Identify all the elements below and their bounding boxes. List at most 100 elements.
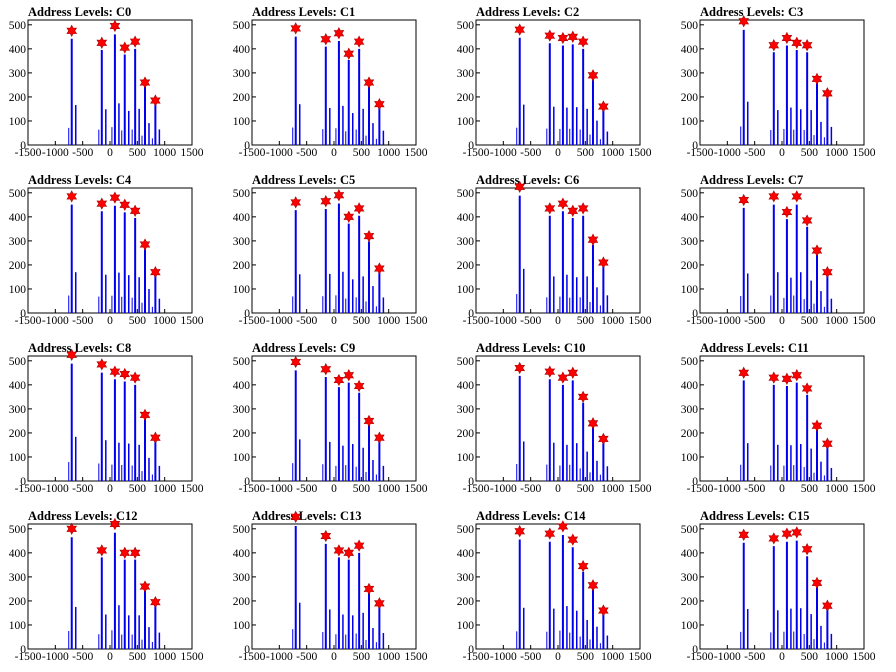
x-tick-label: 500 xyxy=(801,483,819,495)
peak-marker xyxy=(333,27,345,40)
x-tick-label: 1000 xyxy=(601,315,624,327)
chart-title: Address Levels: C9 xyxy=(252,341,356,355)
x-tick-label: 1000 xyxy=(601,483,624,495)
x-tick-label: 1500 xyxy=(853,483,876,495)
plot-frame xyxy=(699,187,865,314)
peak-marker xyxy=(109,365,121,378)
y-tick-label: 300 xyxy=(681,68,699,80)
x-tick-label: -1000 xyxy=(42,315,69,327)
x-tick-label: -1500 xyxy=(239,147,266,159)
x-tick-label: -1000 xyxy=(714,483,741,495)
y-tick-label: 200 xyxy=(681,596,699,608)
x-tick-label: 1000 xyxy=(601,147,624,159)
x-tick-label: 0 xyxy=(779,483,785,495)
x-tick-label: -500 xyxy=(296,483,317,495)
y-tick-label: 500 xyxy=(681,356,699,368)
x-tick-label: 1000 xyxy=(153,651,176,663)
chart-plot: 0 100 200 300 400 500 -1500 -1000 -500 0 500 1000 15… xyxy=(9,517,204,663)
y-tick-label: 500 xyxy=(681,20,699,32)
y-tick-label: 400 xyxy=(233,548,251,560)
x-tick-label: 500 xyxy=(577,315,595,327)
chart-plot: 0 100 200 300 400 500 -1500 -1000 -500 0 500 1000 15… xyxy=(457,19,652,159)
peak-marker xyxy=(791,526,803,539)
chart-plot: 0 100 200 300 400 500 -1500 -1000 -500 0 500 1000 15… xyxy=(457,180,652,327)
chart-plot: 0 100 200 300 400 500 -1500 -1000 -500 0 500 1000 15… xyxy=(681,15,876,159)
peak-marker xyxy=(557,31,569,45)
chart-plot: 0 100 200 300 400 500 -1500 -1000 -500 0 500 1000 15… xyxy=(9,187,204,327)
x-tick-label: -1500 xyxy=(239,315,266,327)
peak-marker xyxy=(320,363,332,376)
y-tick-label: 0 xyxy=(692,476,698,488)
y-tick-label: 300 xyxy=(681,236,699,248)
y-tick-label: 400 xyxy=(233,380,251,392)
y-tick-label: 400 xyxy=(681,44,699,56)
peak-marker xyxy=(150,595,161,609)
y-tick-label: 0 xyxy=(20,644,26,656)
x-tick-label: 1500 xyxy=(405,651,428,663)
chart-panel: Address Levels: C8 0 100 200 300 400 500 -1500-… xyxy=(0,336,224,504)
peak-marker xyxy=(598,100,609,113)
peak-marker xyxy=(544,527,556,540)
y-tick-label: 300 xyxy=(681,404,699,416)
peak-marker xyxy=(363,414,375,428)
peak-marker xyxy=(139,238,151,251)
x-tick-label: 1000 xyxy=(377,483,400,495)
y-tick-label: 300 xyxy=(9,236,27,248)
x-tick-label: -1500 xyxy=(239,651,266,663)
peak-marker xyxy=(598,604,609,617)
x-tick-label: 1000 xyxy=(601,651,624,663)
plot-frame xyxy=(699,19,865,146)
y-tick-label: 0 xyxy=(692,308,698,320)
peak-marker xyxy=(129,546,141,559)
x-tick-label: 1000 xyxy=(825,651,848,663)
peak-marker xyxy=(363,582,375,596)
y-tick-label: 500 xyxy=(9,20,27,32)
plot-frame xyxy=(251,355,417,482)
y-tick-label: 200 xyxy=(681,260,699,272)
peak-marker xyxy=(587,69,599,82)
peak-marker xyxy=(577,559,589,573)
x-tick-label: 0 xyxy=(331,651,337,663)
x-tick-label: 1000 xyxy=(153,483,176,495)
peak-marker xyxy=(544,365,556,378)
peak-marker xyxy=(544,202,556,215)
peak-marker xyxy=(66,348,78,361)
peak-marker xyxy=(781,31,793,45)
x-tick-label: -1000 xyxy=(490,651,517,663)
y-tick-label: 200 xyxy=(9,92,27,104)
y-tick-label: 100 xyxy=(233,284,251,296)
chart-plot: 0 100 200 300 400 500 -1500 -1000 -500 0 500 1000 15… xyxy=(9,348,204,495)
peak-marker xyxy=(811,244,823,257)
y-tick-label: 500 xyxy=(681,188,699,200)
x-tick-label: -500 xyxy=(520,315,541,327)
chart-title: Address Levels: C1 xyxy=(252,5,356,19)
x-tick-label: 0 xyxy=(779,147,785,159)
y-tick-label: 300 xyxy=(9,68,27,80)
x-tick-label: 1000 xyxy=(153,315,176,327)
x-tick-label: 0 xyxy=(779,315,785,327)
x-tick-label: 1500 xyxy=(853,315,876,327)
x-tick-label: -1500 xyxy=(15,483,42,495)
chart-panel: Address Levels: C5 0 100 200 300 400 500 -1500-… xyxy=(224,168,448,336)
peak-marker xyxy=(577,35,589,48)
x-tick-label: 1500 xyxy=(853,147,876,159)
plot-frame xyxy=(251,523,417,650)
chart-plot: 0 100 200 300 400 500 -1500 -1000 -500 0 500 1000 15… xyxy=(457,355,652,495)
peak-marker xyxy=(374,97,385,111)
peak-marker xyxy=(738,528,750,541)
x-tick-label: 500 xyxy=(577,147,595,159)
peak-marker xyxy=(139,408,151,422)
x-tick-label: 500 xyxy=(801,147,819,159)
peak-marker xyxy=(109,19,121,33)
chart-title: Address Levels: C11 xyxy=(700,341,809,355)
plot-frame xyxy=(251,19,417,146)
x-tick-label: 500 xyxy=(353,651,371,663)
peak-marker xyxy=(290,196,302,209)
peak-marker xyxy=(781,527,793,540)
peak-marker xyxy=(363,76,375,89)
chart-plot: 0 100 200 300 400 500 -1500 -1000 -500 0 500 1000 15… xyxy=(233,19,428,159)
peak-marker xyxy=(801,214,813,227)
peak-marker xyxy=(544,29,556,42)
peak-marker xyxy=(66,522,78,535)
x-tick-label: -500 xyxy=(296,651,317,663)
